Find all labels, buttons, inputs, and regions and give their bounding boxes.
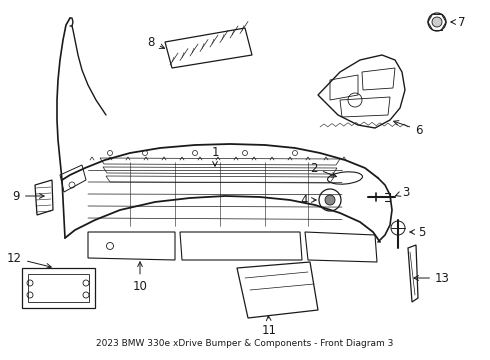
Text: 2023 BMW 330e xDrive Bumper & Components - Front Diagram 3: 2023 BMW 330e xDrive Bumper & Components… [97,339,393,348]
Text: 9: 9 [13,189,44,202]
Text: 6: 6 [393,121,422,136]
Circle shape [325,195,335,205]
Text: 10: 10 [133,262,147,292]
Circle shape [432,17,442,27]
Text: 8: 8 [147,36,165,49]
Text: 13: 13 [414,271,450,284]
Text: 2: 2 [311,162,337,177]
Text: 5: 5 [410,225,425,238]
Text: 7: 7 [451,15,465,28]
Text: 1: 1 [211,145,219,166]
Text: 3: 3 [395,185,409,198]
Text: 11: 11 [262,316,277,337]
Text: 4: 4 [300,194,316,207]
Text: 12: 12 [7,252,51,268]
